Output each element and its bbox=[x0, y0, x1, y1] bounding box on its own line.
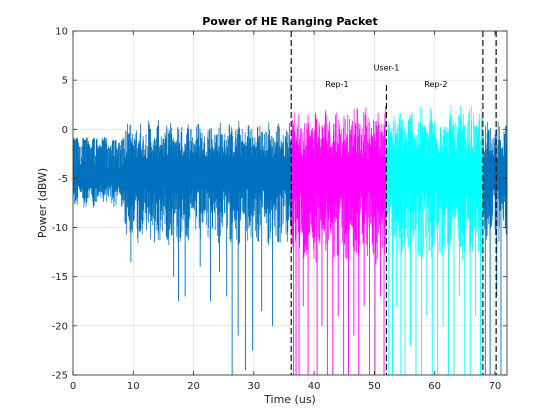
x-tick-label: 10 bbox=[127, 381, 140, 392]
signal-traces bbox=[73, 105, 507, 375]
y-tick-label: -25 bbox=[52, 371, 68, 382]
annotation-label: Rep-1 bbox=[325, 80, 348, 89]
y-tick-label: 5 bbox=[62, 76, 68, 87]
trace-segment bbox=[73, 119, 292, 375]
trace-segment bbox=[482, 121, 507, 375]
x-tick-label: 40 bbox=[308, 381, 321, 392]
axis-ticks: 0 10 20 30 40 50 60 70 -25 -20 -15 -10 -5 0 5 10 bbox=[52, 27, 507, 392]
annotation-label: Rep-2 bbox=[424, 80, 447, 89]
axes-box bbox=[72, 30, 508, 376]
y-axis-label: Power (dBW) bbox=[36, 168, 49, 238]
annotation-label: User-1 bbox=[374, 63, 400, 72]
y-tick-label: -20 bbox=[52, 321, 68, 332]
y-tick-label: -10 bbox=[52, 223, 68, 234]
y-tick-label: 10 bbox=[55, 27, 68, 38]
rep-boundary-markers bbox=[290, 31, 497, 375]
x-tick-label: 50 bbox=[368, 381, 381, 392]
trace-segment bbox=[386, 105, 484, 375]
x-tick-label: 30 bbox=[247, 381, 260, 392]
annotations: Rep-1 User-1 Rep-2 bbox=[325, 63, 447, 89]
chart-title: Power of HE Ranging Packet bbox=[202, 15, 378, 28]
x-tick-label: 70 bbox=[489, 381, 502, 392]
x-tick-label: 60 bbox=[428, 381, 441, 392]
x-tick-label: 0 bbox=[70, 381, 76, 392]
x-axis-label: Time (us) bbox=[263, 393, 316, 406]
trace-body bbox=[73, 119, 292, 246]
y-tick-label: -15 bbox=[52, 272, 68, 283]
x-tick-label: 20 bbox=[187, 381, 200, 392]
y-tick-label: 0 bbox=[62, 125, 68, 136]
y-tick-label: -5 bbox=[58, 174, 68, 185]
